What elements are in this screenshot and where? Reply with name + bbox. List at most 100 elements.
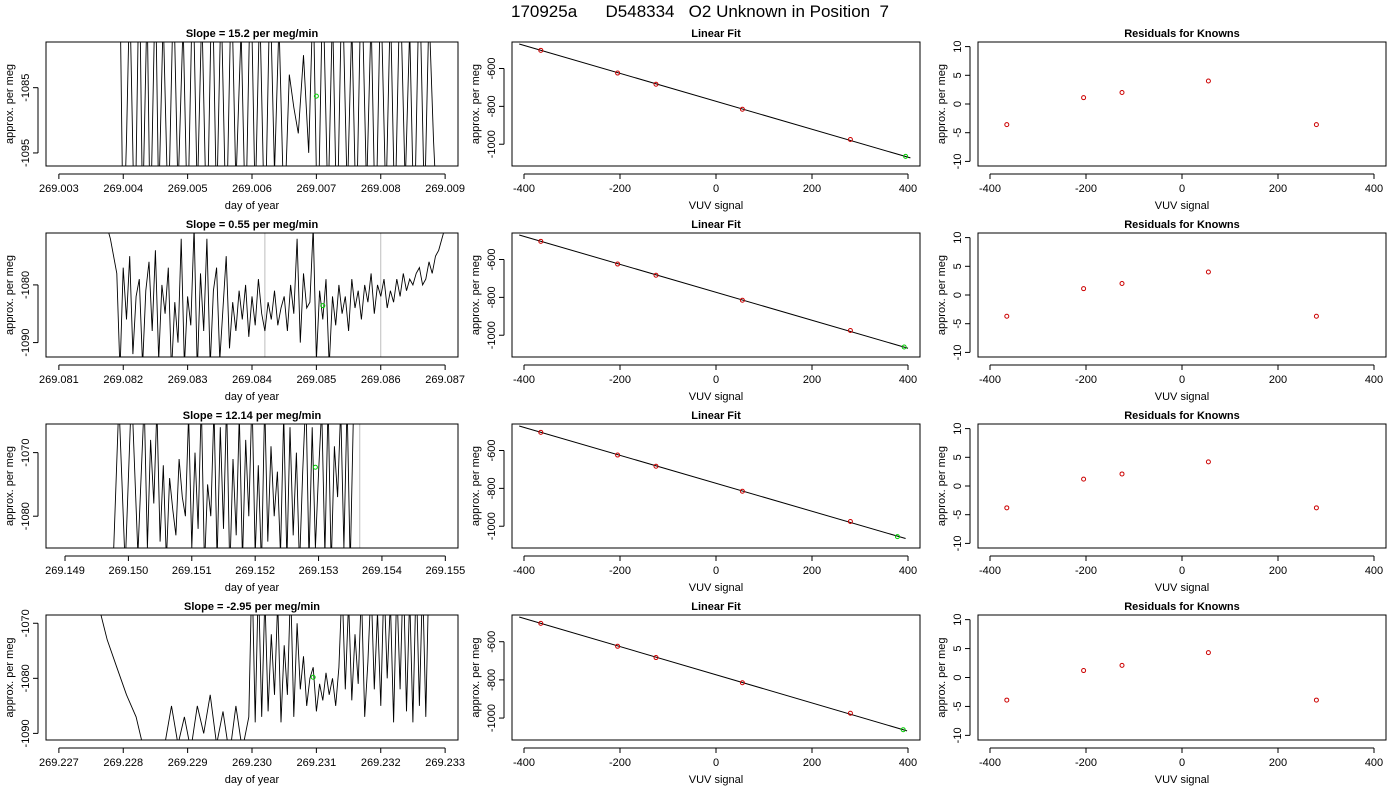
plot-frame <box>45 41 459 167</box>
x-tick-label: 269.008 <box>361 183 401 195</box>
x-tick-label: 200 <box>803 374 821 386</box>
unknown-point <box>894 534 900 540</box>
panel-title: Linear Fit <box>691 410 741 422</box>
residuals-panel-row-2: Residuals for Knowns -400 -200 0 200 400 VUV s… <box>936 219 1387 403</box>
known-point <box>538 429 544 435</box>
y-tick-label: -800 <box>486 286 498 308</box>
x-tick-label: 400 <box>1365 757 1383 769</box>
x-tick-label: 200 <box>1269 374 1287 386</box>
linear_fit-panel-row-4: Linear Fit -400 -200 0 200 400 VUV signal -600 -… <box>470 601 921 786</box>
residual-point <box>1119 90 1125 96</box>
known-point <box>653 463 659 469</box>
y-tick-label: -800 <box>486 477 498 499</box>
residual-point <box>1004 122 1010 128</box>
x-tick-label: 269.231 <box>296 757 336 769</box>
x-tick-label: 269.004 <box>103 183 143 195</box>
unknown-point <box>310 674 316 680</box>
plot-area <box>519 616 908 733</box>
x-tick-label: -400 <box>979 565 1001 577</box>
known-point <box>847 327 853 333</box>
known-point <box>847 518 853 524</box>
timeseries-panel-row-3: Slope = 12.14 per meg/min 269.149 269.150 2… <box>4 410 465 594</box>
known-point <box>538 47 544 53</box>
plot-frame <box>511 41 921 167</box>
x-tick-label: 269.087 <box>425 374 465 386</box>
panel-title: Residuals for Knowns <box>1124 219 1240 231</box>
y-tick-label: -1070 <box>20 439 32 467</box>
plot-frame <box>511 614 921 741</box>
fit-line <box>519 616 908 732</box>
residual-point <box>1081 476 1087 482</box>
known-point <box>739 297 745 303</box>
fit-line <box>519 425 906 539</box>
known-point <box>739 106 745 112</box>
known-point <box>653 81 659 87</box>
plot-area <box>519 234 909 350</box>
y-axis-title: approx. per meg <box>4 64 16 144</box>
x-tick-label: 269.009 <box>425 183 465 195</box>
plot-area <box>108 233 444 357</box>
panel-title: Linear Fit <box>691 601 741 613</box>
y-tick-label: -10 <box>952 727 964 743</box>
residual-point <box>1313 697 1319 703</box>
residual-point <box>1081 668 1087 674</box>
x-tick-label: 269.154 <box>362 565 402 577</box>
y-axis-title: approx. per meg <box>470 637 482 717</box>
series-line <box>108 233 444 357</box>
y-tick-label: -5 <box>952 702 964 712</box>
x-tick-label: 0 <box>1179 374 1185 386</box>
unknown-point <box>320 303 326 309</box>
y-tick-label: -1080 <box>20 502 32 530</box>
x-tick-label: -200 <box>1075 183 1097 195</box>
x-tick-label: -200 <box>609 757 631 769</box>
y-tick-label: 5 <box>952 646 964 652</box>
x-axis-title: day of year <box>225 391 280 403</box>
x-tick-label: 269.150 <box>109 565 149 577</box>
plot-area <box>1004 459 1319 511</box>
x-tick-label: 269.081 <box>39 374 79 386</box>
x-tick-label: -400 <box>513 374 535 386</box>
x-tick-label: 269.152 <box>235 565 275 577</box>
x-tick-label: 0 <box>713 565 719 577</box>
known-point <box>847 136 853 142</box>
y-tick-label: -600 <box>486 631 498 653</box>
x-tick-label: 200 <box>1269 757 1287 769</box>
known-point <box>615 261 621 267</box>
residual-point <box>1119 471 1125 477</box>
plot-area <box>100 615 429 740</box>
x-axis-title: day of year <box>225 582 280 594</box>
x-tick-label: 400 <box>1365 374 1383 386</box>
x-tick-label: -200 <box>609 183 631 195</box>
residual-point <box>1081 286 1087 292</box>
x-tick-label: -400 <box>513 565 535 577</box>
x-tick-label: 269.153 <box>299 565 339 577</box>
unknown-point <box>313 93 319 99</box>
y-tick-label: -1090 <box>20 329 32 357</box>
x-tick-label: 0 <box>1179 565 1185 577</box>
known-point <box>739 680 745 686</box>
x-tick-label: -200 <box>1075 565 1097 577</box>
x-tick-label: 269.082 <box>103 374 143 386</box>
known-point <box>739 488 745 494</box>
timeseries-panel-row-2: Slope = 0.55 per meg/min 269.081 269.082 26… <box>4 219 465 403</box>
plot-frame <box>45 423 459 549</box>
x-tick-label: 400 <box>1365 565 1383 577</box>
x-axis-title: day of year <box>225 774 280 786</box>
plot-area <box>519 425 906 540</box>
x-tick-label: 269.003 <box>39 183 79 195</box>
panel-title: Linear Fit <box>691 28 741 40</box>
x-tick-label: 400 <box>899 374 917 386</box>
plot-area <box>519 43 911 159</box>
y-tick-label: -800 <box>486 669 498 691</box>
y-tick-label: 0 <box>952 483 964 489</box>
x-tick-label: 269.232 <box>361 757 401 769</box>
linear_fit-panel-row-3: Linear Fit -400 -200 0 200 400 VUV signal -600 -… <box>470 410 921 594</box>
y-tick-label: -1000 <box>486 512 498 540</box>
known-point <box>538 620 544 626</box>
residuals-panel-row-4: Residuals for Knowns -400 -200 0 200 400 VUV s… <box>936 601 1387 786</box>
panel-title: Slope = 12.14 per meg/min <box>183 410 322 422</box>
y-axis-title: approx. per meg <box>470 255 482 335</box>
y-tick-label: -5 <box>952 510 964 520</box>
series-line <box>120 42 436 166</box>
y-tick-label: -5 <box>952 319 964 329</box>
